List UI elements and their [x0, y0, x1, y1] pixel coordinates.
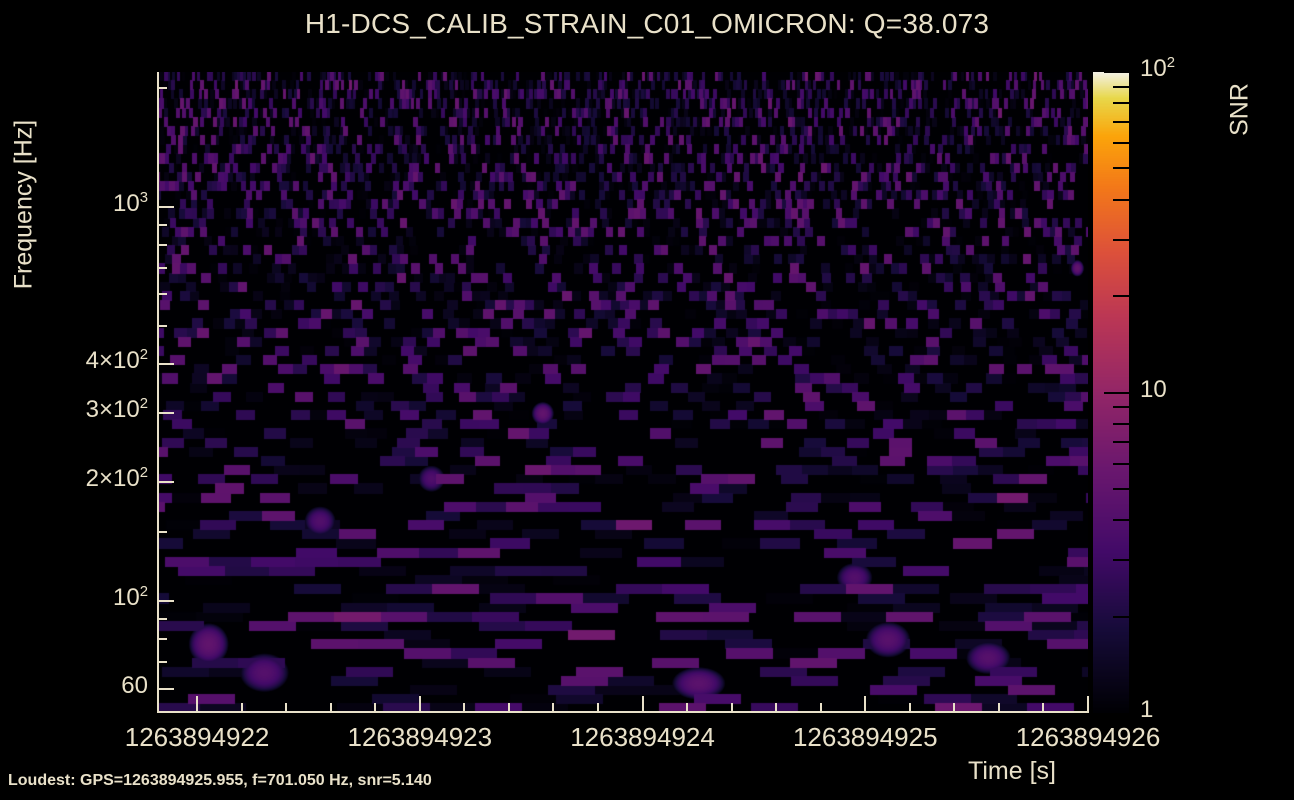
colorbar-tick-minor — [1113, 487, 1129, 490]
y-tick-label: 3×102 — [85, 396, 148, 424]
colorbar-tick-minor — [1113, 142, 1129, 145]
x-tick-minor — [908, 703, 911, 713]
y-tick-major — [157, 205, 174, 208]
y-tick-minor — [157, 638, 167, 641]
spectrogram-canvas — [157, 72, 1088, 713]
x-tick-label: 1263894922 — [124, 722, 270, 752]
x-tick-minor — [953, 703, 956, 713]
x-axis-label: Time [s] — [968, 757, 1056, 785]
x-tick-minor — [240, 703, 243, 713]
y-tick-minor — [157, 618, 167, 621]
y-axis-label: Frequency [Hz] — [9, 119, 38, 290]
colorbar-tick-label: 10 — [1140, 375, 1167, 403]
y-tick-minor — [157, 267, 167, 269]
y-tick-major — [157, 362, 174, 365]
colorbar-tick-major — [1104, 71, 1130, 73]
x-tick-minor — [730, 703, 733, 713]
x-tick-major — [418, 696, 421, 713]
x-tick-minor — [775, 703, 778, 713]
colorbar-tick-minor — [1113, 198, 1129, 201]
y-tick-minor — [157, 293, 167, 296]
y-tick-label: 2×102 — [85, 465, 148, 493]
x-tick-minor — [686, 703, 689, 713]
y-tick-minor — [157, 530, 167, 533]
y-tick-label: 102 — [113, 584, 148, 612]
colorbar-tick-minor — [1113, 120, 1129, 123]
colorbar-tick-minor — [1113, 295, 1129, 298]
y-tick-major — [157, 687, 174, 690]
y-tick-major — [157, 412, 174, 415]
y-tick-minor — [157, 223, 167, 226]
y-tick-label: 60 — [121, 671, 148, 699]
colorbar-tick-major — [1104, 712, 1130, 714]
colorbar-tick-minor — [1113, 85, 1129, 88]
y-tick-label: 103 — [113, 189, 148, 217]
x-tick-major — [864, 696, 867, 713]
colorbar-tick-minor — [1113, 422, 1129, 425]
x-tick-minor — [329, 703, 332, 713]
colorbar-tick-minor — [1113, 102, 1129, 105]
x-tick-label: 1263894923 — [347, 722, 493, 752]
page-title: H1-DCS_CALIB_STRAIN_C01_OMICRON: Q=38.07… — [304, 8, 990, 39]
y-tick-major — [157, 600, 174, 603]
x-tick-label: 1263894924 — [570, 722, 715, 752]
y-tick-minor — [157, 244, 167, 247]
x-tick-minor — [597, 703, 599, 713]
colorbar-tick-major — [1104, 391, 1130, 394]
x-tick-minor — [552, 703, 555, 713]
colorbar-tick-minor — [1113, 559, 1129, 562]
x-tick-minor — [507, 703, 510, 713]
x-tick-label: 1263894926 — [1015, 722, 1161, 752]
colorbar-tick-label: 1 — [1140, 696, 1154, 723]
x-tick-minor — [374, 703, 377, 713]
loudest-event-caption: Loudest: GPS=1263894925.955, f=701.050 H… — [8, 772, 432, 789]
colorbar-tick-minor — [1113, 615, 1129, 618]
x-tick-major — [641, 696, 644, 713]
y-tick-minor — [157, 87, 167, 90]
x-tick-minor — [819, 703, 822, 713]
colorbar-tick-minor — [1113, 441, 1129, 444]
y-tick-major — [157, 481, 174, 484]
spectrogram-plot-area[interactable] — [157, 72, 1088, 713]
colorbar-tick-minor — [1113, 167, 1129, 170]
colorbar-label: SNR — [1225, 83, 1254, 136]
colorbar-tick-minor — [1113, 462, 1129, 465]
x-tick-major — [1087, 696, 1089, 713]
colorbar-tick-minor — [1113, 406, 1129, 409]
y-tick-minor — [157, 661, 167, 664]
y-tick-minor — [157, 324, 167, 327]
x-tick-minor — [997, 703, 1000, 713]
colorbar-tick-minor — [1113, 519, 1129, 522]
x-tick-label: 1263894925 — [792, 722, 938, 752]
x-tick-major — [196, 696, 199, 713]
x-tick-minor — [1042, 703, 1045, 713]
y-tick-label: 4×102 — [85, 346, 148, 374]
x-tick-minor — [285, 703, 288, 713]
colorbar-tick-minor — [1113, 238, 1129, 241]
x-tick-minor — [463, 703, 466, 713]
colorbar-tick-label: 102 — [1140, 55, 1175, 82]
